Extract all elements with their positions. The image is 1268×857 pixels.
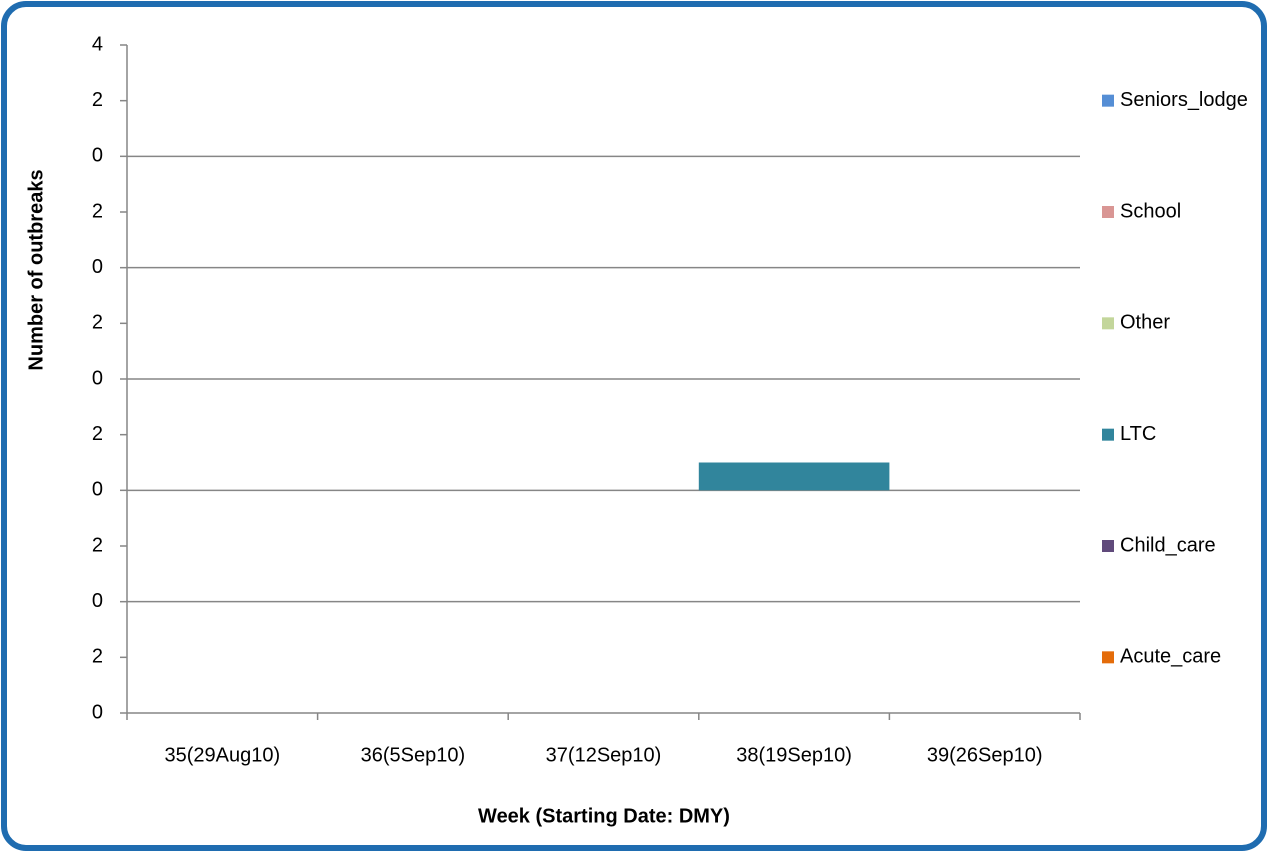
legend-swatch — [1102, 206, 1114, 218]
legend-swatch — [1102, 428, 1114, 441]
y-tick-label: 2 — [92, 646, 103, 668]
y-tick-label: 0 — [92, 145, 103, 167]
y-tick-label: 0 — [92, 256, 103, 278]
x-tick-label: 39(26Sep10) — [927, 744, 1043, 766]
x-tick-label: 36(5Sep10) — [361, 744, 466, 766]
legend-label: Acute_care — [1120, 646, 1221, 668]
y-tick-label: 0 — [92, 590, 103, 612]
y-tick-label: 0 — [92, 701, 103, 723]
legend-swatch — [1102, 651, 1114, 664]
y-tick-label: 2 — [92, 423, 103, 445]
legend-label: Other — [1120, 312, 1170, 334]
x-axis-title: Week (Starting Date: DMY) — [478, 805, 730, 827]
y-tick-label: 0 — [92, 479, 103, 501]
bar — [698, 462, 890, 491]
legend-swatch — [1102, 94, 1114, 107]
legend-label: Seniors_lodge — [1120, 89, 1248, 111]
y-tick-label: 0 — [92, 367, 103, 389]
y-tick-label: 2 — [92, 200, 103, 222]
legend-label: Child_care — [1120, 534, 1216, 556]
legend-label: School — [1120, 200, 1181, 222]
x-tick-label: 38(19Sep10) — [736, 744, 852, 766]
legend-label: LTC — [1120, 423, 1156, 445]
y-tick-label: 2 — [92, 89, 103, 111]
x-tick-label: 37(12Sep10) — [546, 744, 662, 766]
y-tick-label: 2 — [92, 534, 103, 556]
y-tick-label: 4 — [92, 33, 103, 55]
x-tick-label: 35(29Aug10) — [164, 744, 280, 766]
y-axis-title: Number of outbreaks — [25, 169, 47, 370]
y-tick-label: 2 — [92, 312, 103, 334]
legend-swatch — [1102, 317, 1114, 330]
legend-swatch — [1102, 540, 1114, 552]
